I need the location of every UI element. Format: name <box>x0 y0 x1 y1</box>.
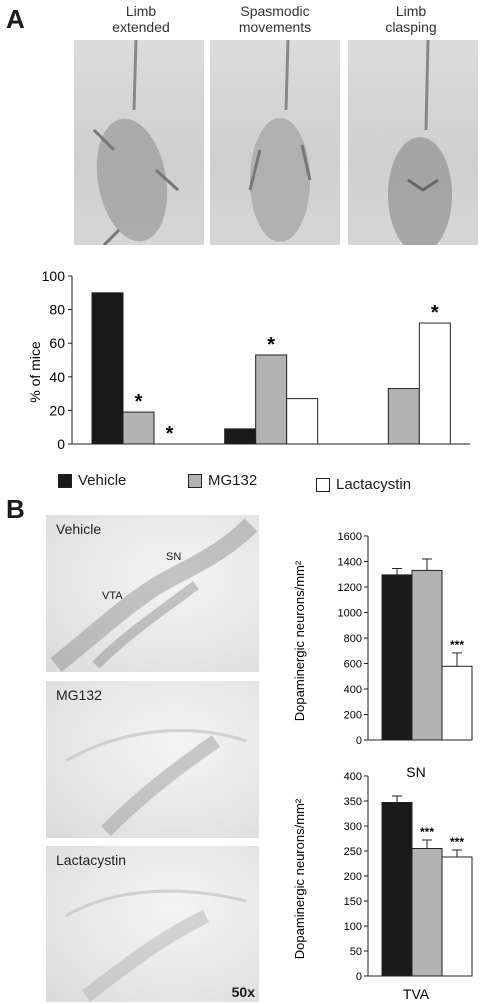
y-tick-label: 600 <box>344 659 362 671</box>
y-axis-label: Dopaminergic neurons/mm² <box>292 560 307 721</box>
bar-vehicle-1 <box>224 428 257 445</box>
bar-mg132-0 <box>122 411 155 445</box>
photo-caption-limb-clasping: Limb clasping <box>346 3 476 35</box>
y-tick-label: 400 <box>344 771 362 783</box>
legend-swatch-vehicle <box>58 473 72 488</box>
bar-lactacystin <box>441 665 473 741</box>
y-tick-label: 100 <box>42 268 66 284</box>
bar-mg132-2 <box>387 388 420 445</box>
y-tick-label: 40 <box>49 369 65 385</box>
legend-swatch-lactacystin <box>316 477 330 492</box>
bar-mg132 <box>411 569 443 741</box>
y-tick-label: 250 <box>344 846 362 858</box>
significance-stars: *** <box>450 835 464 849</box>
y-axis-label: Dopaminergic neurons/mm² <box>292 798 307 959</box>
significance-stars: *** <box>450 638 464 652</box>
significance-star: * <box>267 334 275 356</box>
y-tick-label: 60 <box>49 335 65 351</box>
y-tick-label: 0 <box>57 436 65 452</box>
region-label-vta: VTA <box>102 590 123 602</box>
chart-sn-dopaminergic-neurons: 0 200 400 600 800 1000 1200 1400 1600 *** Dopami… <box>292 531 473 780</box>
y-tick-label: 200 <box>344 871 362 883</box>
micrograph-mg132: MG132 <box>46 681 259 838</box>
y-tick-label: 20 <box>49 402 65 418</box>
significance-star: * <box>166 423 174 445</box>
legend-swatch-mg132 <box>188 473 202 488</box>
micrograph-label-mg132: MG132 <box>56 687 102 703</box>
caption-line-2: clasping <box>385 19 437 35</box>
magnification-label: 50x <box>231 984 255 1000</box>
micrograph-lactacystin: Lactacystin 50x <box>46 846 259 1002</box>
legend-item-vehicle: Vehicle <box>58 472 126 489</box>
region-label-sn: SN <box>166 551 182 563</box>
y-tick-label: 100 <box>344 921 362 933</box>
photo-limb-clasping <box>348 40 478 245</box>
chart-tva-dopaminergic-neurons: 0 50 100 150 200 250 300 350 400 *** *** Dopamine… <box>292 771 473 1002</box>
y-tick-label: 1600 <box>338 531 362 543</box>
legend-label-lactacystin: Lactacystin <box>336 476 412 493</box>
bar-vehicle <box>381 802 413 977</box>
significance-stars: *** <box>420 825 434 839</box>
bar-lactacystin-1 <box>286 398 319 445</box>
caption-line-1: Limb <box>395 3 427 19</box>
y-tick-label: 1000 <box>338 608 362 620</box>
x-axis-label: SN <box>406 764 425 780</box>
bar-vehicle-0 <box>91 292 124 445</box>
micrograph-label-vehicle: Vehicle <box>56 521 102 537</box>
micrograph-texture <box>65 729 247 836</box>
y-tick-label: 0 <box>356 971 362 983</box>
caption-line-2: movements <box>238 19 312 35</box>
y-tick-label: 350 <box>344 796 362 808</box>
chart-percent-of-mice: 0 20 40 60 80 100 * * * * % of mice <box>27 268 470 452</box>
significance-star: * <box>431 302 439 324</box>
micrograph-texture <box>50 518 258 672</box>
caption-line-2: extended <box>112 19 170 35</box>
micrograph-label-lactacystin: Lactacystin <box>56 852 127 868</box>
legend-label-vehicle: Vehicle <box>78 472 127 489</box>
bar-mg132 <box>411 848 443 977</box>
y-tick-label: 80 <box>49 302 65 318</box>
photo-caption-limb-extended: Limb extended <box>76 3 206 35</box>
micrograph-texture <box>65 889 247 1002</box>
photo-spasmodic-movements <box>210 40 340 245</box>
bar-lactacystin <box>441 856 473 977</box>
panel-a-letter: A <box>6 4 25 34</box>
y-tick-label: 0 <box>356 735 362 747</box>
legend-label-mg132: MG132 <box>208 472 258 489</box>
y-tick-label: 200 <box>344 710 362 722</box>
bar-mg132-1 <box>255 354 288 445</box>
caption-line-1: Limb <box>125 3 157 19</box>
photo-caption-spasmodic-movements: Spasmodic movements <box>210 3 340 35</box>
photo-limb-extended <box>74 40 204 245</box>
panel-b-letter: B <box>6 494 25 524</box>
y-tick-label: 1200 <box>338 582 362 594</box>
legend-item-lactacystin: Lactacystin <box>316 476 411 493</box>
y-axis-label: % of mice <box>27 341 43 403</box>
significance-star: * <box>135 391 143 413</box>
y-tick-label: 50 <box>350 946 362 958</box>
bar-lactacystin-2 <box>418 322 451 445</box>
micrograph-vehicle: Vehicle SN VTA <box>46 515 259 672</box>
y-tick-label: 150 <box>344 896 362 908</box>
y-tick-label: 400 <box>344 684 362 696</box>
legend-item-mg132: MG132 <box>188 472 257 489</box>
x-axis-label: TVA <box>403 986 430 1002</box>
y-tick-label: 300 <box>344 821 362 833</box>
caption-line-1: Spasmodic <box>240 3 310 19</box>
y-tick-label: 800 <box>344 633 362 645</box>
y-tick-label: 1400 <box>338 557 362 569</box>
bar-vehicle <box>381 574 413 741</box>
